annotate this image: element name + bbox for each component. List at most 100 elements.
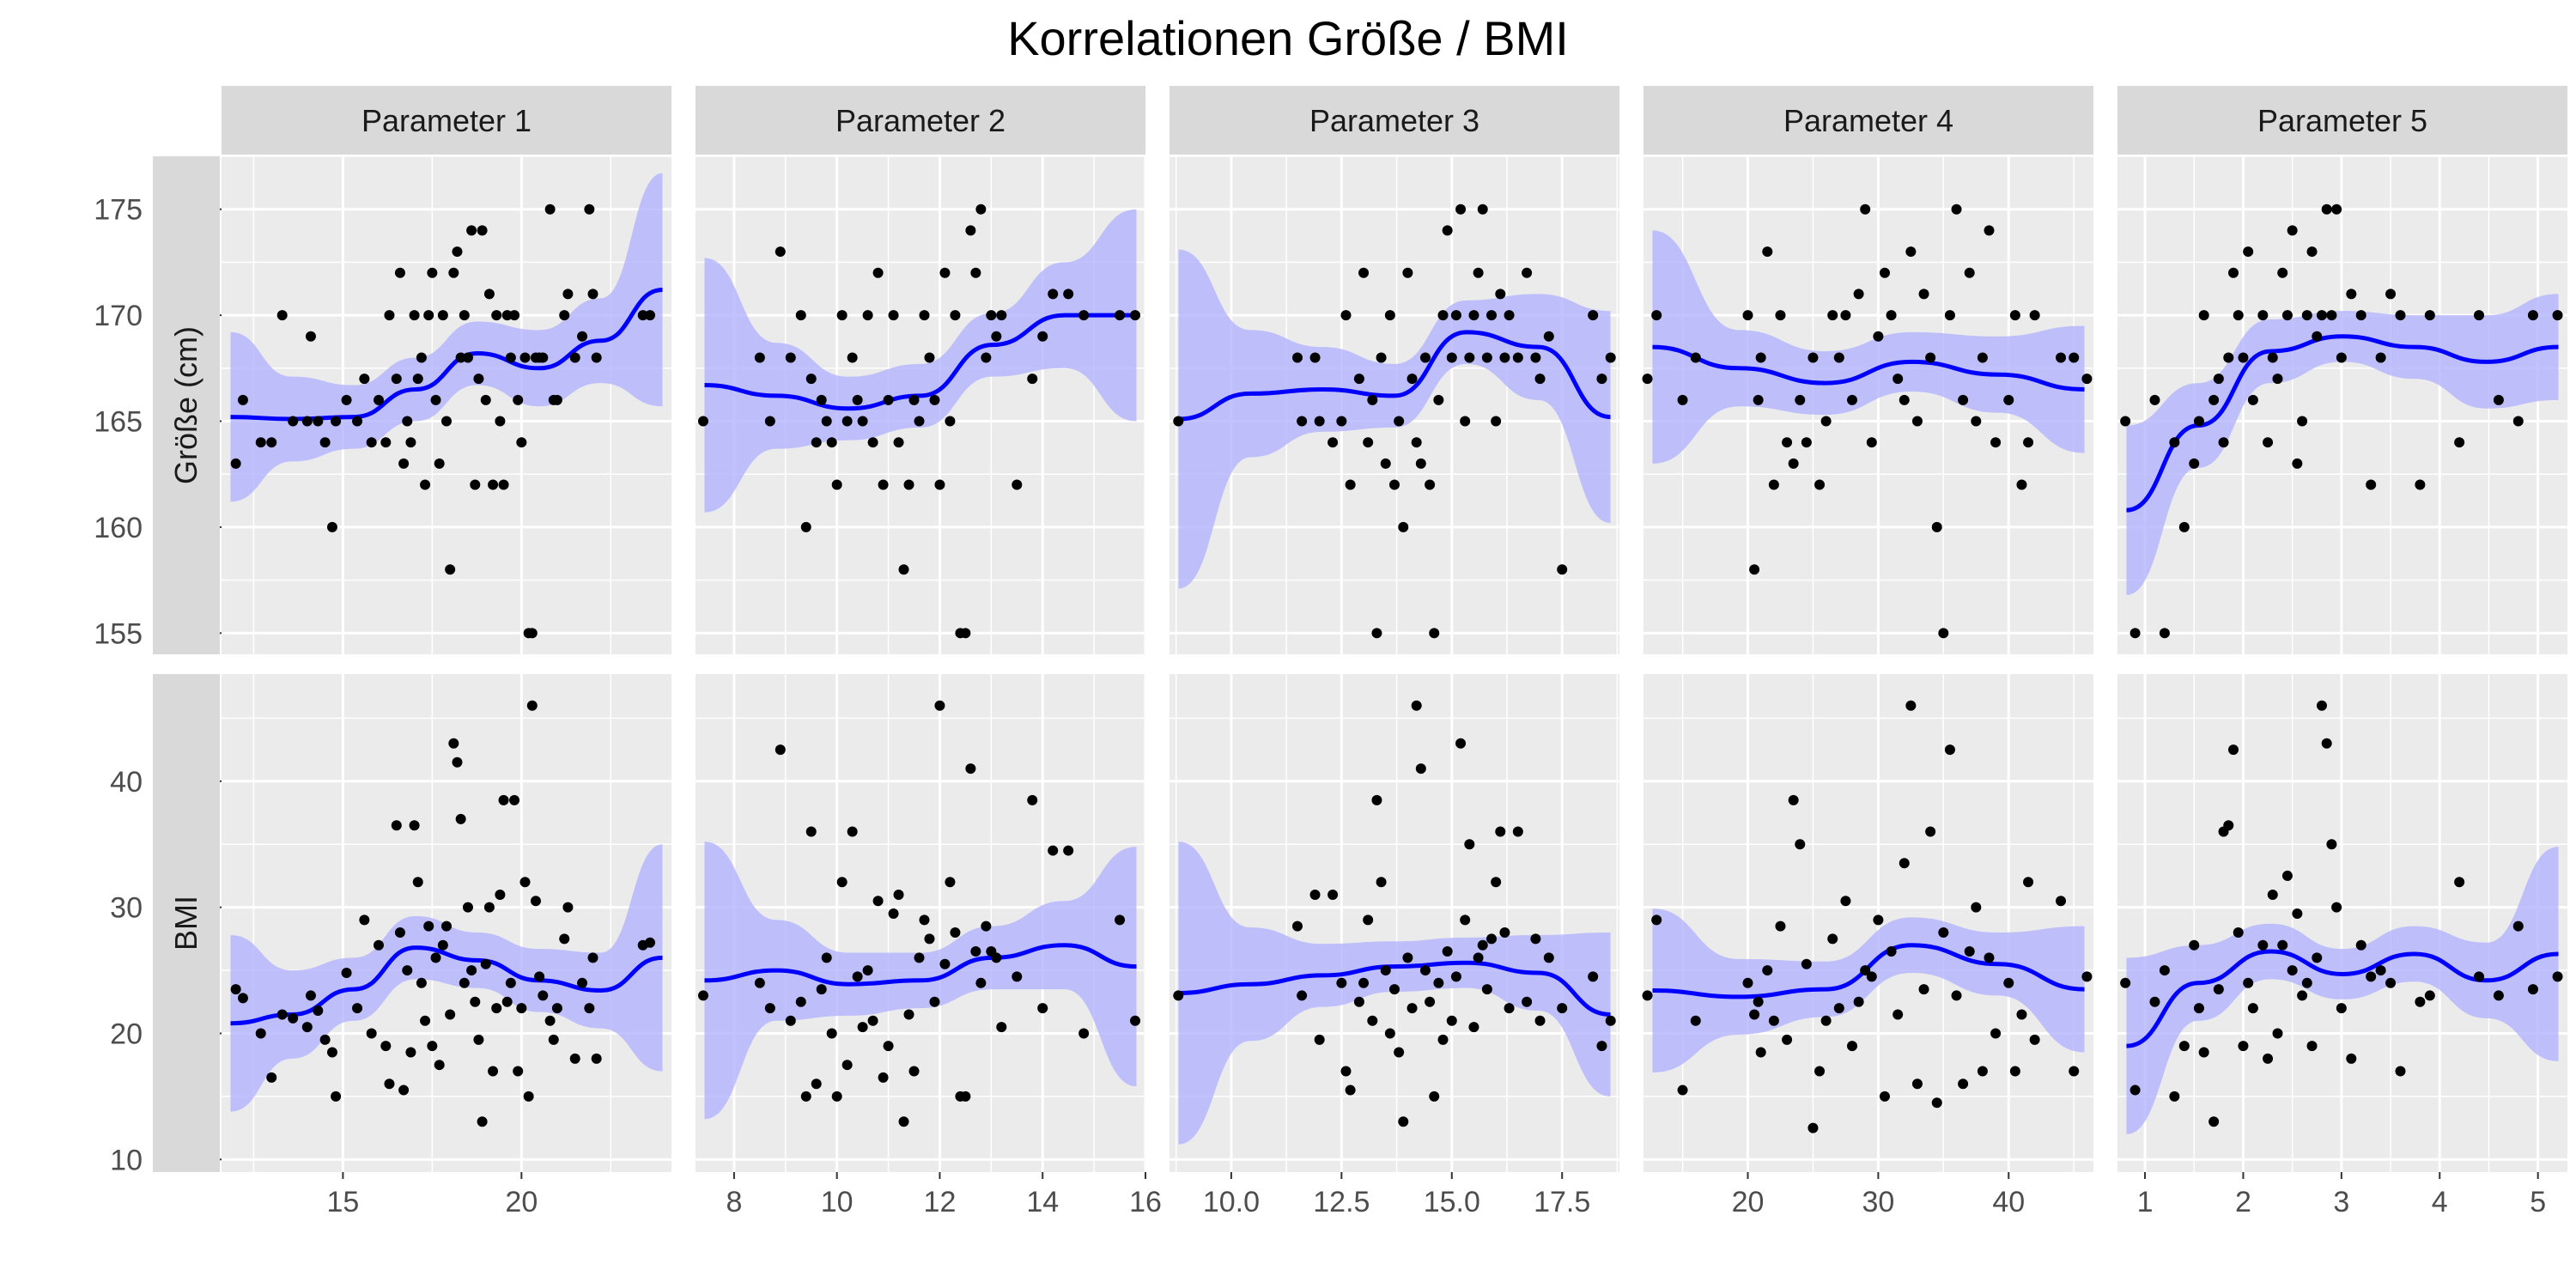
data-point [384,310,395,321]
data-point [1495,289,1506,300]
data-point [2009,1066,2020,1077]
data-point [1327,889,1339,900]
data-point [2493,990,2504,1001]
data-point [2208,1116,2220,1127]
data-point [1768,479,1779,490]
data-point [2346,289,2357,300]
data-point [359,914,370,926]
data-point [1847,1041,1858,1052]
data-point [2189,458,2200,469]
data-point [1384,1028,1395,1039]
data-point [1402,267,1413,278]
data-point [441,416,452,427]
data-point [1905,700,1917,711]
data-point [847,352,858,363]
data-point [2306,246,2318,258]
data-point [2272,1028,2283,1039]
data-point [805,374,817,385]
data-point [2312,331,2323,342]
data-point [2233,927,2244,939]
data-point [2193,1003,2204,1014]
data-point [534,971,545,982]
x-tick-label: 12 [924,1186,957,1218]
data-point [2297,990,2308,1001]
data-point [480,958,491,969]
data-point [459,977,470,988]
data-point [509,794,520,805]
data-point [2149,996,2160,1007]
data-point [1367,1015,1378,1026]
data-point [1886,310,1897,321]
data-point [1762,246,1773,258]
data-point [1886,946,1897,957]
data-point [326,1047,337,1058]
data-point [412,877,423,888]
data-point [551,394,562,405]
data-point [924,352,935,363]
data-point [1753,996,1764,1007]
data-point [1742,310,1753,321]
data-point [434,1060,445,1071]
facet-strip-label: Parameter 3 [1309,103,1479,138]
data-point [1394,1047,1405,1058]
data-point [857,416,868,427]
data-point [448,267,459,278]
data-point [430,952,441,963]
data-point [1429,1091,1440,1102]
data-point [2375,965,2386,976]
data-point [2263,1053,2274,1064]
data-point [577,331,588,342]
data-point [1931,1097,1942,1109]
data-point [2346,1053,2357,1064]
data-point [2301,310,2312,321]
x-tick-label: 20 [505,1186,538,1218]
data-point [1345,479,1356,490]
data-point [237,394,248,405]
data-point [908,1066,920,1077]
data-point [1027,374,1038,385]
data-point [1840,896,1851,907]
x-tick-label: 15 [326,1186,359,1218]
data-point [945,877,956,888]
data-point [2169,1091,2180,1102]
data-point [2355,310,2366,321]
data-point [1297,990,1308,1001]
data-point [266,437,277,448]
data-point [373,939,384,951]
data-point [2218,437,2229,448]
data-point [2169,437,2180,448]
data-point [862,965,873,976]
data-point [1371,628,1382,639]
data-point [929,394,940,405]
y-tick-label: 30 [110,892,143,925]
data-point [2029,310,2040,321]
data-point [1037,331,1048,342]
y-tick-label: 165 [94,406,143,439]
data-point [359,374,370,385]
data-point [2395,1066,2406,1077]
data-point [462,352,473,363]
data-point [1788,458,1799,469]
data-point [2267,352,2278,363]
data-point [1406,1003,1418,1014]
data-point [2326,310,2337,321]
data-point [1958,394,1969,405]
data-point [1866,437,1877,448]
facet-panel [2117,155,2567,654]
data-point [2069,352,2080,363]
data-point [255,437,266,448]
data-point [1853,289,1864,300]
data-point [488,1066,499,1077]
data-point [898,564,909,575]
data-point [366,1028,377,1039]
data-point [852,971,863,982]
x-tick-label: 1 [2137,1186,2154,1218]
data-point [960,1091,971,1102]
data-point [2272,374,2283,385]
facet-panel [1170,674,1619,1172]
data-point [1437,1034,1449,1045]
data-point [1314,1034,1325,1045]
data-point [1847,394,1858,405]
data-point [2243,246,2254,258]
data-point [1460,416,1471,427]
